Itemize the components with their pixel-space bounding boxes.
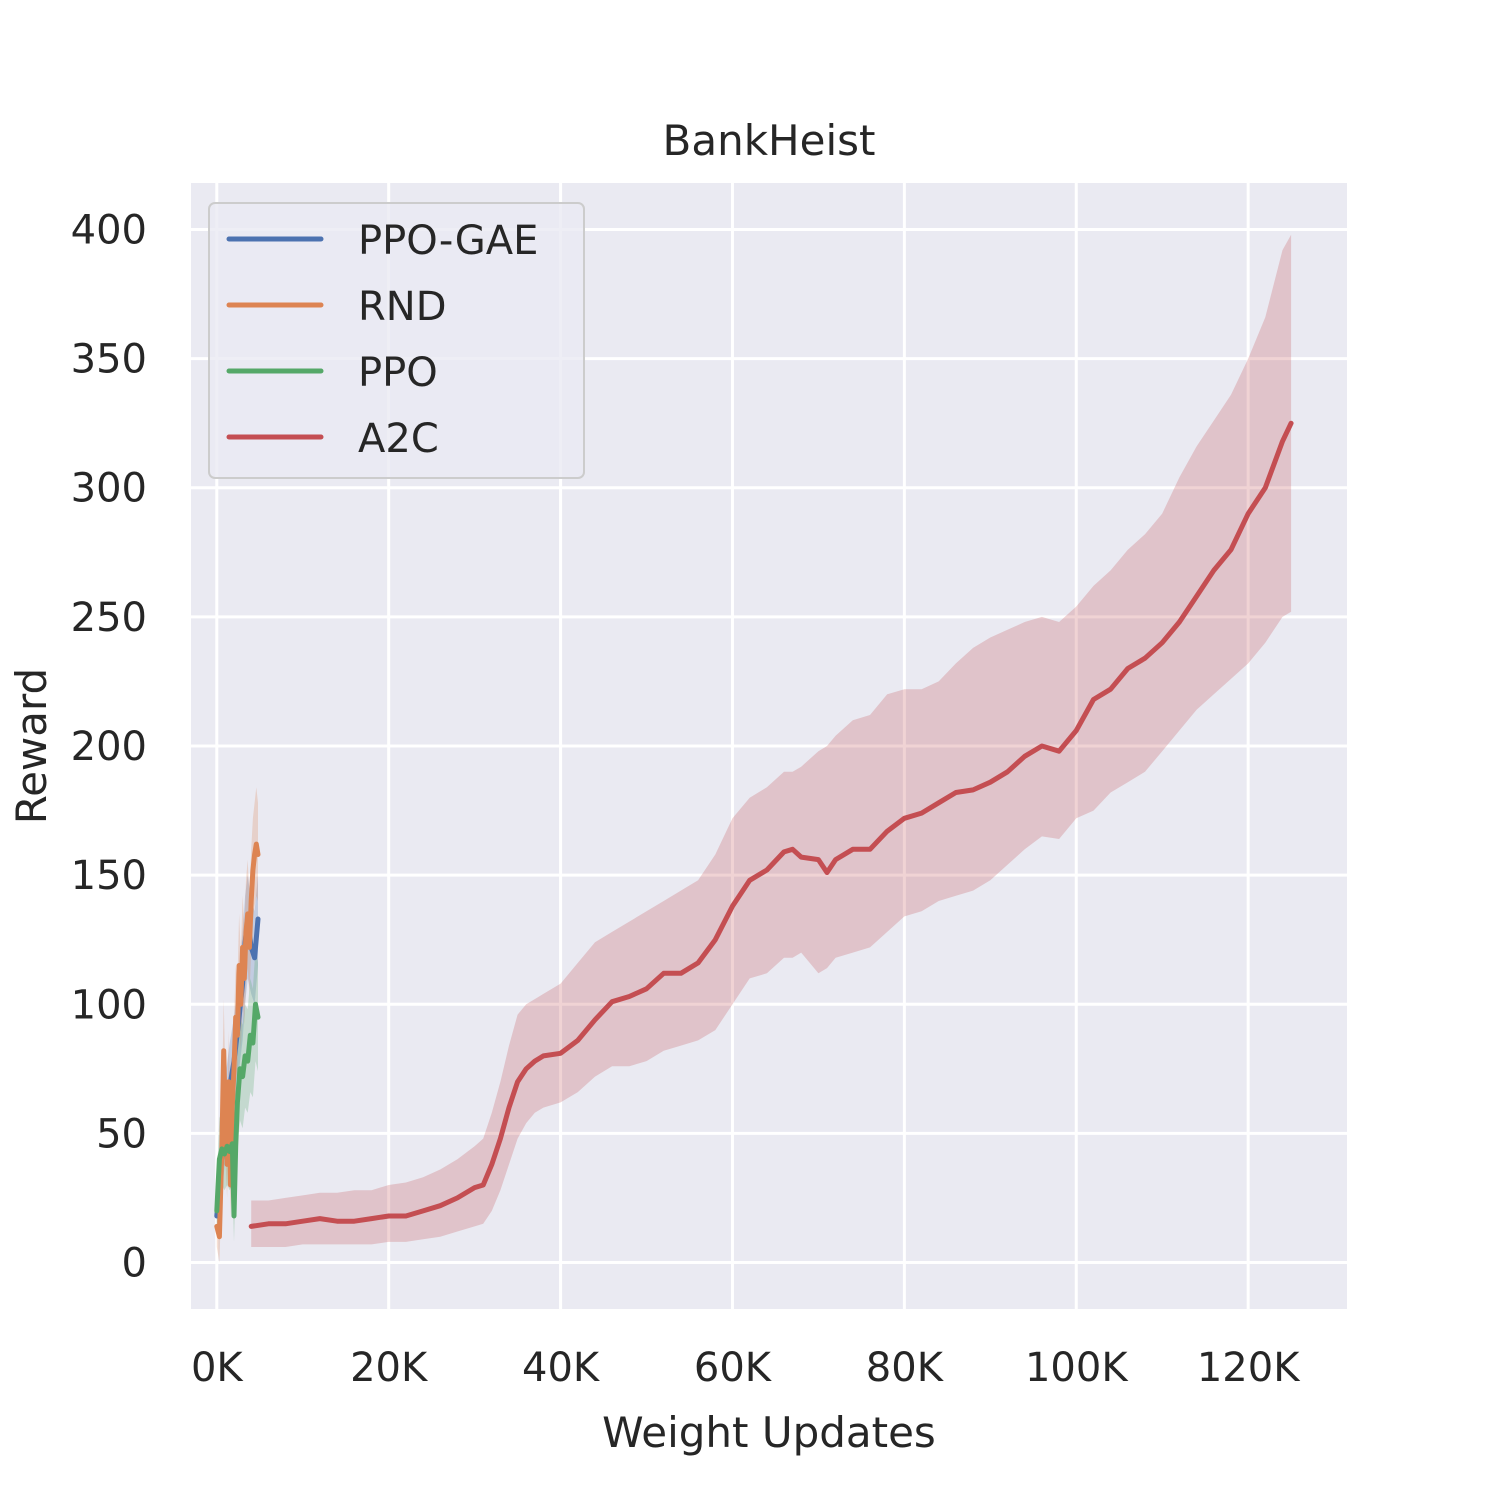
- y-tick-labels: 0 50 100 150 200 250 300 350 400: [71, 207, 147, 1286]
- x-tick-label: 60K: [694, 1345, 773, 1391]
- y-tick-label: 100: [71, 982, 147, 1028]
- legend-label-ppo-gae: PPO-GAE: [358, 218, 538, 264]
- legend: PPO-GAE RND PPO A2C: [208, 202, 585, 479]
- y-axis-label: Reward: [7, 668, 56, 824]
- legend-frame: [208, 202, 585, 479]
- y-tick-label: 350: [71, 337, 147, 383]
- legend-label-a2c: A2C: [358, 416, 439, 462]
- rnd-line: [214, 841, 261, 1240]
- y-tick-label: 0: [122, 1241, 147, 1287]
- y-tick-label: 200: [71, 724, 147, 770]
- a2c-band: [251, 234, 1292, 1247]
- y-tick-label: 150: [71, 853, 147, 899]
- x-tick-labels: 0K 20K 40K 60K 80K 100K 120K: [191, 1345, 1301, 1391]
- chart-title: BankHeist: [663, 116, 876, 165]
- x-tick-label: 120K: [1197, 1345, 1301, 1391]
- x-tick-label: 0K: [191, 1345, 244, 1391]
- y-tick-label: 250: [71, 595, 147, 641]
- ppo-line: [214, 1001, 261, 1219]
- a2c-line: [248, 420, 1294, 1229]
- y-tick-label: 400: [71, 207, 147, 253]
- legend-label-rnd: RND: [358, 284, 447, 330]
- y-tick-label: 50: [96, 1111, 147, 1157]
- legend-label-ppo: PPO: [358, 350, 438, 396]
- x-tick-label: 40K: [522, 1345, 601, 1391]
- x-tick-label: 100K: [1025, 1345, 1129, 1391]
- y-tick-label: 300: [71, 466, 147, 512]
- x-tick-label: 20K: [350, 1345, 429, 1391]
- x-axis-label: Weight Updates: [602, 1408, 936, 1457]
- x-tick-label: 80K: [866, 1345, 945, 1391]
- series-lines: [214, 420, 1294, 1240]
- grid: [191, 183, 1347, 1309]
